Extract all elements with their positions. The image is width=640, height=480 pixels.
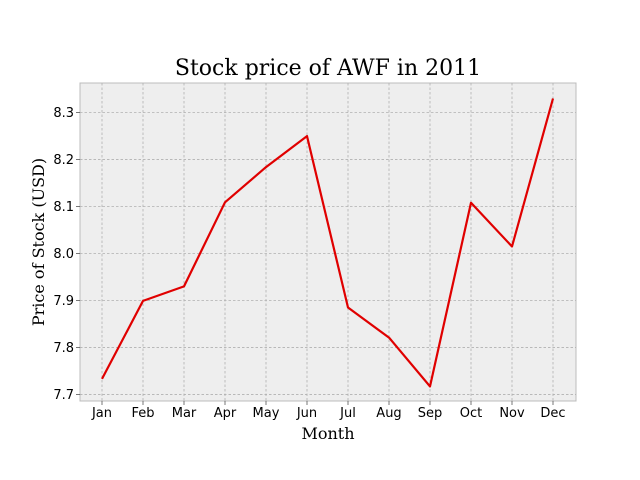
y-tick-label: 8.0 (53, 247, 74, 262)
x-tick-label: Nov (499, 406, 525, 421)
y-gridlines (80, 112, 576, 395)
x-gridlines (101, 83, 554, 401)
x-tick-label: Dec (540, 406, 565, 421)
x-tick-label: Apr (214, 406, 237, 421)
x-tick-label: Jan (91, 406, 112, 421)
x-axis-ticks: Jan Feb Mar Apr May Jun Jul Aug Sep Oct Nov Dec (91, 401, 566, 421)
x-tick-label: May (253, 406, 280, 421)
x-axis-label: Month (301, 424, 354, 443)
series-line (101, 98, 555, 388)
y-tick-label: 7.9 (53, 294, 74, 309)
x-tick-label: Sep (418, 406, 443, 421)
chart-title: Stock price of AWF in 2011 (175, 56, 481, 81)
y-tick-label: 8.3 (53, 106, 74, 121)
x-tick-label: Aug (376, 406, 401, 421)
x-tick-label: Mar (172, 406, 197, 421)
series-layer (101, 98, 555, 388)
x-tick-label: Jul (339, 406, 356, 421)
y-axis-ticks: 7.7 7.8 7.9 8.0 8.1 8.2 8.3 (53, 106, 80, 403)
x-tick-label: Oct (460, 406, 482, 421)
y-tick-label: 8.1 (53, 200, 74, 215)
x-tick-label: Feb (131, 406, 154, 421)
y-tick-label: 8.2 (53, 153, 74, 168)
plot-area (79, 82, 577, 402)
x-tick-label: Jun (296, 406, 317, 421)
y-tick-label: 7.7 (53, 388, 74, 403)
y-tick-label: 7.8 (53, 341, 74, 356)
y-axis-label: Price of Stock (USD) (29, 158, 48, 326)
